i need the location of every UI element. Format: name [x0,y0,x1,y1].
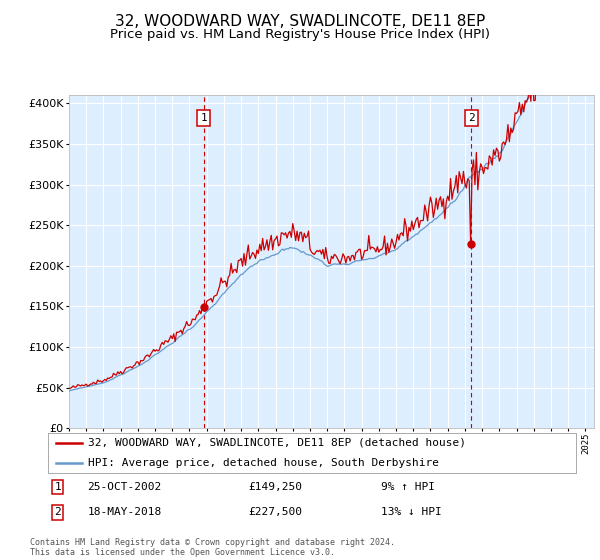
Text: £227,500: £227,500 [248,507,302,517]
Text: Contains HM Land Registry data © Crown copyright and database right 2024.
This d: Contains HM Land Registry data © Crown c… [30,538,395,557]
Text: 32, WOODWARD WAY, SWADLINCOTE, DE11 8EP (detached house): 32, WOODWARD WAY, SWADLINCOTE, DE11 8EP … [88,438,466,448]
Text: 2: 2 [55,507,61,517]
Text: £149,250: £149,250 [248,482,302,492]
Text: 25-OCT-2002: 25-OCT-2002 [88,482,162,492]
Text: 18-MAY-2018: 18-MAY-2018 [88,507,162,517]
Text: 2: 2 [468,113,475,123]
Text: 32, WOODWARD WAY, SWADLINCOTE, DE11 8EP: 32, WOODWARD WAY, SWADLINCOTE, DE11 8EP [115,14,485,29]
Text: 1: 1 [200,113,207,123]
Text: HPI: Average price, detached house, South Derbyshire: HPI: Average price, detached house, Sout… [88,458,439,468]
Text: 13% ↓ HPI: 13% ↓ HPI [380,507,442,517]
Text: 1: 1 [55,482,61,492]
Text: Price paid vs. HM Land Registry's House Price Index (HPI): Price paid vs. HM Land Registry's House … [110,28,490,41]
Text: 9% ↑ HPI: 9% ↑ HPI [380,482,434,492]
